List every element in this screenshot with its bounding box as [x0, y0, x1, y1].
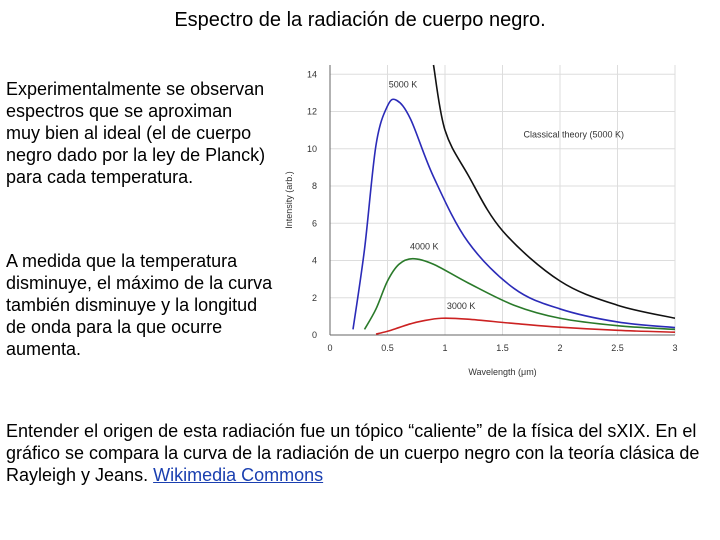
series-line-4000-k	[363, 257, 675, 331]
x-tick-label: 0.5	[381, 343, 394, 353]
y-axis-title: Intensity (arb.)	[284, 171, 294, 229]
x-axis-title: Wavelength (μm)	[468, 367, 536, 377]
series-label-classical-theory-5000-k: Classical theory (5000 K)	[524, 130, 625, 140]
y-tick-label: 6	[312, 218, 317, 228]
x-tick-label: 1.5	[496, 343, 509, 353]
curve-layer	[352, 64, 675, 335]
blackbody-chart: 0 0.5 1 1.5 2 2.5 3 0 2 4 6 8 10 12 14 Wavelength (μm) I…	[284, 64, 678, 377]
y-tick-label: 4	[312, 256, 317, 266]
y-tick-label: 8	[312, 181, 317, 191]
series-label-4000-k: 4000 K	[410, 241, 439, 251]
series-line-3000-k	[375, 317, 675, 335]
paragraph-experimental: Experimentalmente se observan espectros …	[6, 79, 266, 187]
paragraph-origin: Entender el origen de esta radiación fue…	[6, 420, 714, 486]
y-tick-label: 14	[307, 69, 317, 79]
x-tick-label: 1	[442, 343, 447, 353]
series-line-classical-theory-5000-k	[432, 64, 675, 320]
series-label-5000-k: 5000 K	[389, 79, 418, 89]
paragraph-origin-text: Entender el origen de esta radiación fue…	[6, 421, 700, 485]
paragraph-temperature: A medida que la temperatura disminuye, e…	[6, 251, 273, 359]
series-line-5000-k	[352, 98, 675, 330]
series-label-3000-k: 3000 K	[447, 301, 476, 311]
label-layer: 0 0.5 1 1.5 2 2.5 3 0 2 4 6 8 10 12 14 Wavelength (μm) I…	[284, 69, 678, 377]
x-tick-label: 0	[327, 343, 332, 353]
x-tick-label: 3	[672, 343, 677, 353]
y-tick-label: 10	[307, 144, 317, 154]
slide-title: Espectro de la radiación de cuerpo negro…	[174, 9, 546, 31]
y-tick-label: 12	[307, 107, 317, 117]
y-tick-label: 2	[312, 293, 317, 303]
y-tick-label: 0	[312, 330, 317, 340]
x-tick-label: 2	[557, 343, 562, 353]
x-tick-label: 2.5	[611, 343, 624, 353]
grid-layer	[329, 65, 676, 336]
wikimedia-commons-link[interactable]: Wikimedia Commons	[153, 465, 324, 485]
axis-layer	[329, 65, 675, 336]
